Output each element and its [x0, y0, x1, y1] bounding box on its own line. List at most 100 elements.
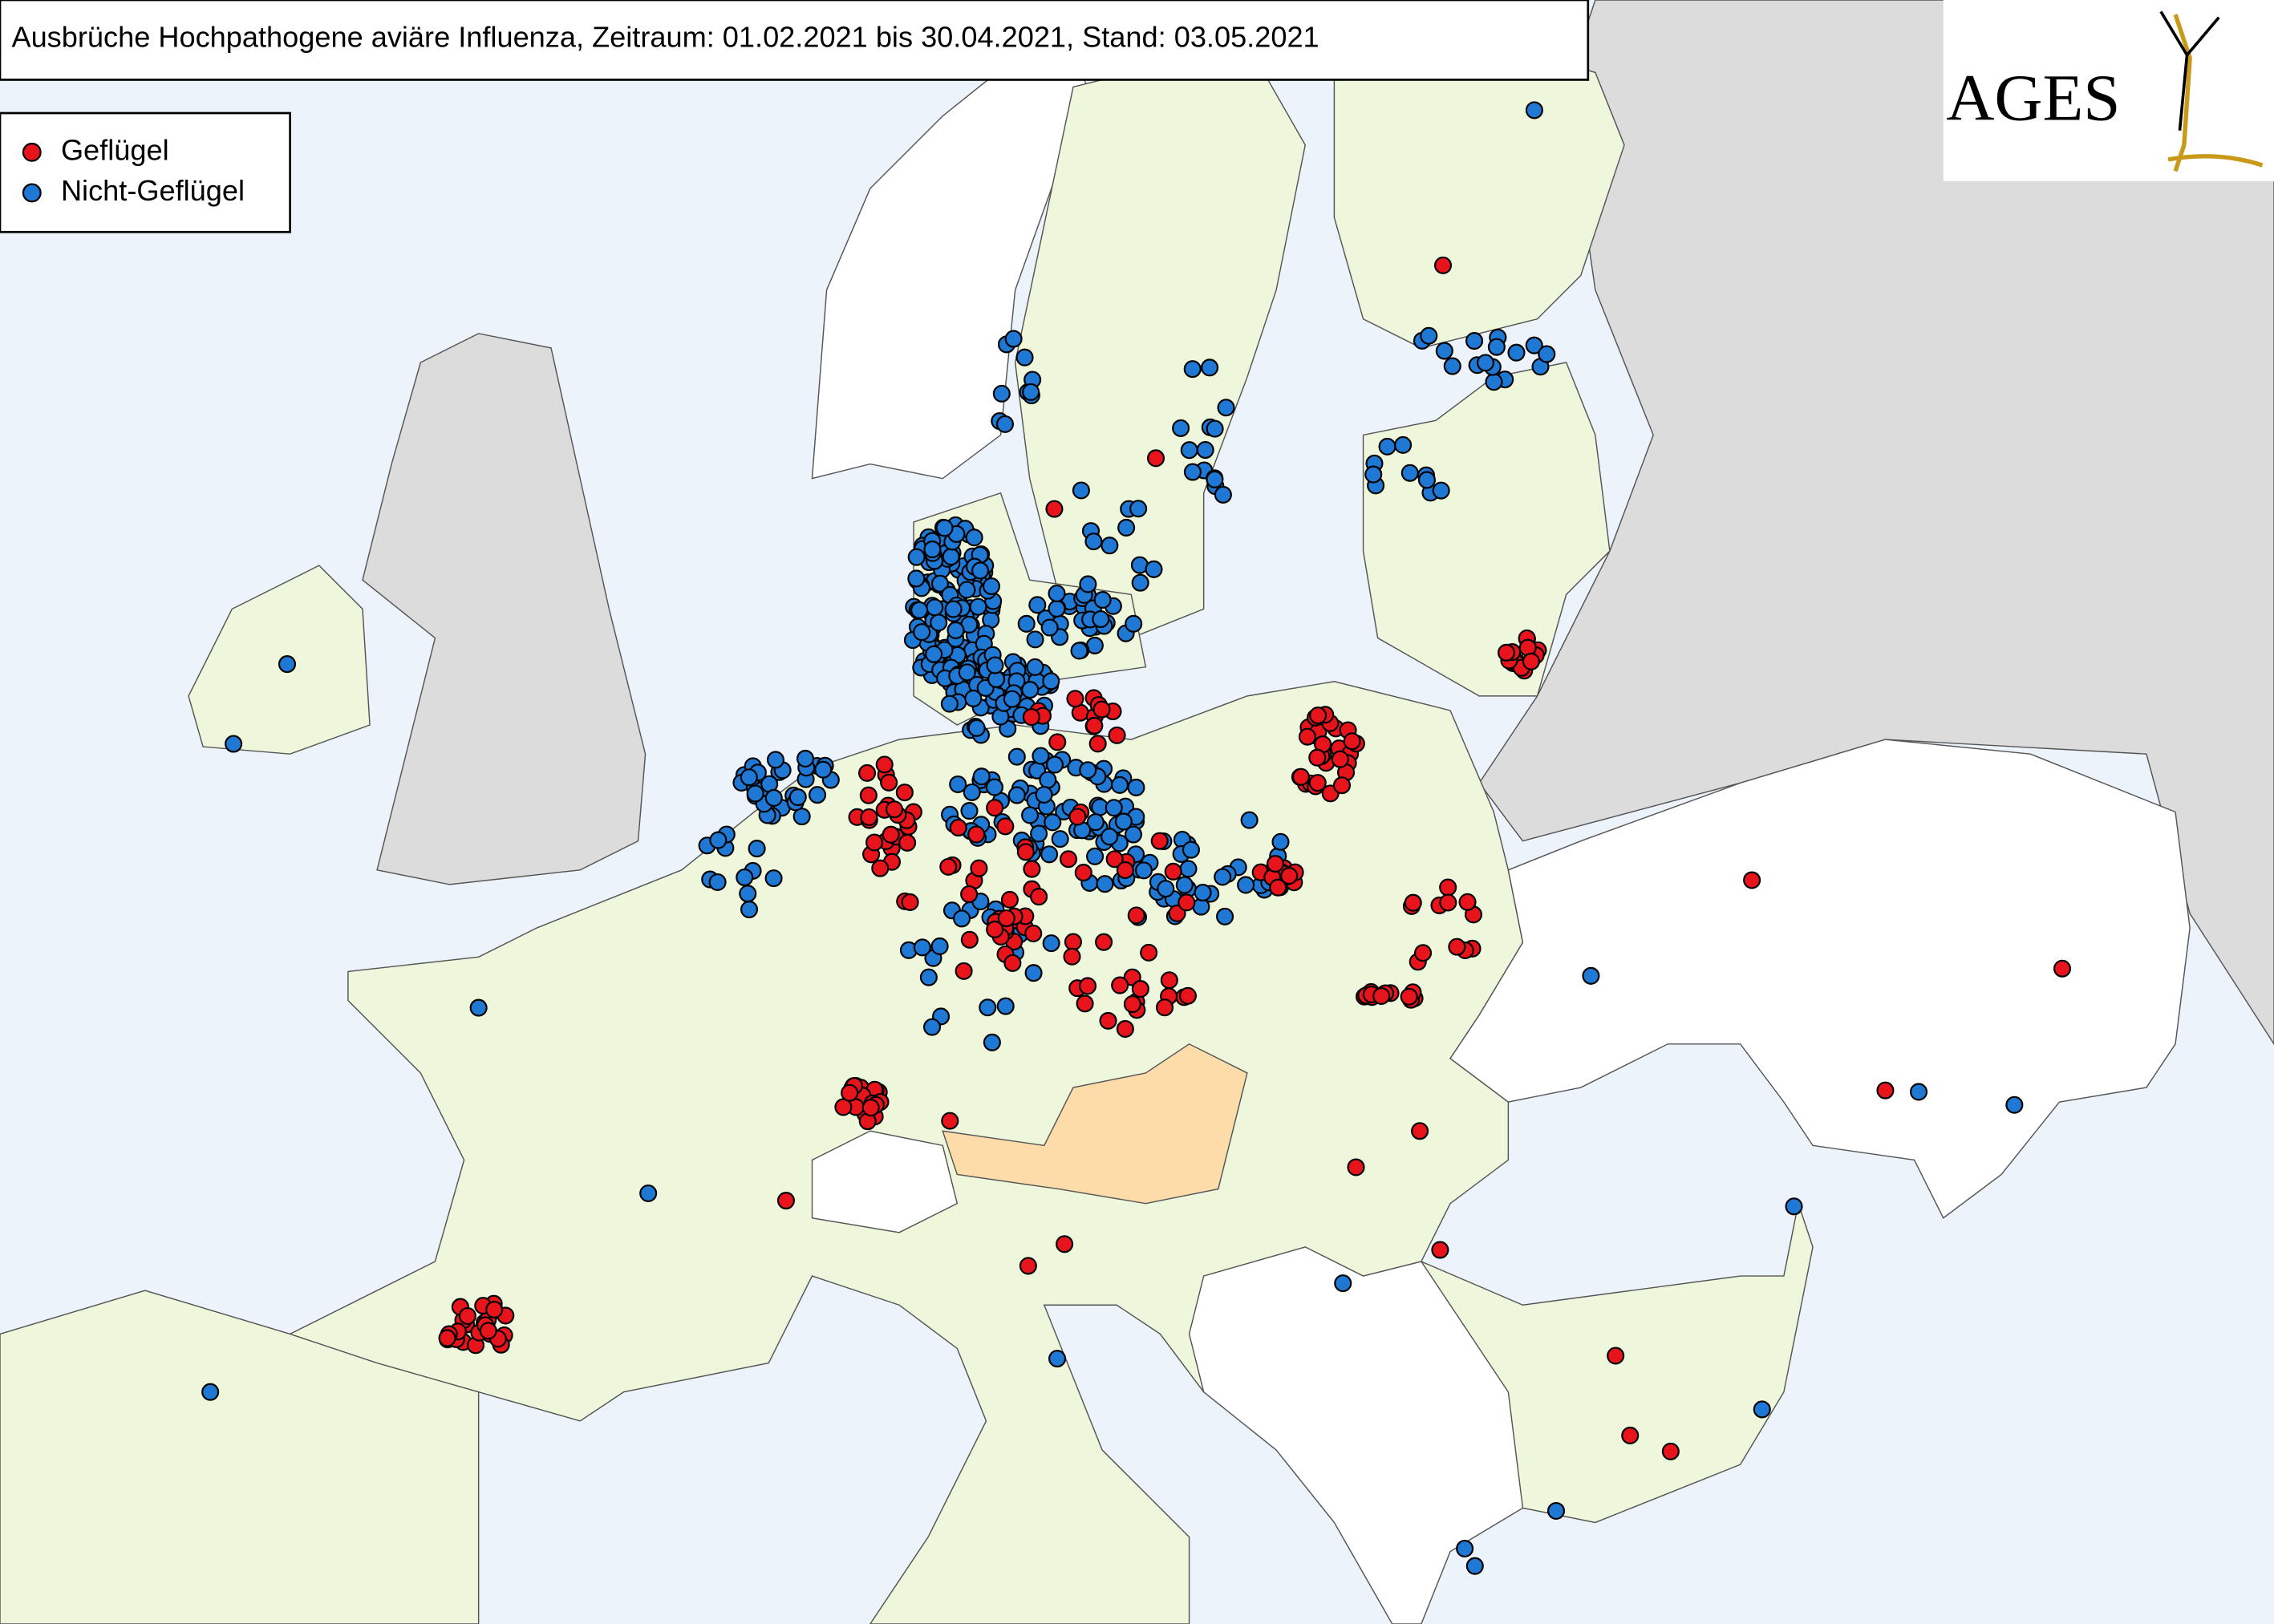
non-poultry-outbreak [1183, 360, 1202, 379]
non-poultry-outbreak [764, 788, 783, 807]
poultry-outbreak [1178, 893, 1196, 912]
poultry-outbreak [997, 909, 1015, 928]
poultry-outbreak [1269, 878, 1287, 897]
non-poultry-outbreak [953, 909, 971, 928]
non-poultry-outbreak [1117, 518, 1136, 537]
legend-label: Geflügel [61, 133, 169, 166]
poultry-outbreak [1308, 774, 1327, 792]
non-poultry-outbreak [1476, 354, 1495, 372]
poultry-outbreak [1059, 850, 1078, 869]
non-poultry-outbreak [1182, 840, 1200, 859]
non-poultry-outbreak [1271, 832, 1290, 851]
legend-marker [22, 142, 42, 162]
poultry-outbreak [955, 962, 973, 980]
poultry-outbreak [458, 1306, 476, 1326]
poultry-outbreak [1063, 947, 1081, 966]
poultry-outbreak [1048, 733, 1067, 751]
non-poultry-outbreak [913, 938, 931, 957]
non-poultry-outbreak [796, 749, 815, 767]
non-poultry-outbreak [1101, 537, 1119, 555]
non-poultry-outbreak [1443, 357, 1461, 375]
poultry-outbreak [2053, 959, 2072, 978]
non-poultry-outbreak [808, 786, 827, 804]
poultry-outbreak [1030, 888, 1048, 906]
non-poultry-outbreak [910, 601, 929, 619]
non-poultry-outbreak [922, 1018, 942, 1036]
non-poultry-outbreak [1465, 332, 1484, 350]
poultry-outbreak [485, 1300, 504, 1319]
non-poultry-outbreak [740, 768, 758, 787]
non-poultry-outbreak [709, 831, 728, 849]
non-poultry-outbreak [923, 541, 942, 559]
non-poultry-outbreak [1194, 883, 1212, 902]
poultry-outbreak [1439, 893, 1457, 912]
non-poultry-outbreak [1172, 419, 1190, 437]
poultry-outbreak [1076, 994, 1094, 1013]
legend-box [0, 111, 291, 233]
poultry-outbreak [841, 1083, 859, 1102]
non-poultry-outbreak [2005, 1095, 2024, 1114]
non-poultry-outbreak [1145, 560, 1163, 578]
poultry-outbreak [861, 1099, 880, 1117]
poultry-outbreak [1108, 726, 1126, 744]
non-poultry-outbreak [1092, 610, 1110, 629]
non-poultry-outbreak [930, 937, 949, 955]
non-poultry-outbreak [1125, 614, 1143, 633]
non-poultry-outbreak [907, 548, 926, 566]
poultry-outbreak [1140, 943, 1158, 962]
non-poultry-outbreak [225, 735, 243, 753]
non-eu-grey [1478, 0, 2274, 1046]
poultry-outbreak [882, 825, 900, 844]
poultry-outbreak [1085, 716, 1104, 735]
poultry-outbreak [970, 859, 988, 877]
non-poultry-outbreak [1086, 813, 1105, 832]
poultry-outbreak [1078, 977, 1097, 995]
poultry-outbreak [1022, 708, 1040, 727]
poultry-outbreak [1056, 1235, 1074, 1253]
non-poultry-outbreak [940, 695, 959, 713]
non-poultry-outbreak [1070, 642, 1088, 660]
non-poultry-outbreak [1042, 672, 1060, 691]
non-poultry-outbreak [1026, 630, 1044, 649]
logo-figure [2167, 14, 2264, 172]
poultry-outbreak [895, 784, 914, 802]
switzerland [811, 1130, 959, 1233]
non-poultry-outbreak [1048, 584, 1066, 603]
non-poultry-outbreak [942, 548, 960, 566]
non-poultry-outbreak [1129, 500, 1148, 518]
non-poultry-outbreak [1910, 1083, 1928, 1101]
non-poultry-outbreak [996, 997, 1015, 1015]
poultry-outbreak [1372, 986, 1391, 1005]
poultry-outbreak [1045, 500, 1064, 518]
poultry-outbreak [960, 885, 979, 904]
poultry-outbreak [880, 773, 898, 792]
non-poultry-outbreak [746, 784, 764, 803]
non-poultry-outbreak [739, 885, 757, 903]
non-poultry-outbreak [1183, 463, 1202, 481]
non-poultry-outbreak [995, 415, 1014, 433]
non-poultry-outbreak [1101, 828, 1119, 846]
poultry-outbreak [901, 893, 919, 911]
poultry-outbreak [875, 755, 894, 774]
non-poultry-outbreak [740, 900, 759, 919]
poultry-outbreak [1497, 643, 1516, 662]
poultry-outbreak [1164, 862, 1182, 881]
non-poultry-outbreak [1024, 964, 1043, 982]
non-poultry-outbreak [1045, 755, 1064, 774]
non-poultry-outbreak [969, 597, 987, 616]
non-poultry-outbreak [1175, 876, 1194, 894]
poultry-outbreak [1092, 700, 1111, 719]
non-poultry-outbreak [985, 778, 1003, 796]
non-poultry-outbreak [930, 614, 948, 632]
non-poultry-outbreak [907, 569, 926, 588]
non-poultry-outbreak [1400, 464, 1419, 482]
non-poultry-outbreak [1334, 1274, 1352, 1293]
non-poultry-outbreak [972, 767, 991, 786]
non-poultry-outbreak [958, 581, 976, 599]
non-poultry-outbreak [979, 998, 997, 1017]
poultry-outbreak [1431, 1241, 1449, 1259]
non-poultry-outbreak [1017, 614, 1036, 633]
non-poultry-outbreak [748, 840, 766, 858]
non-poultry-outbreak [736, 869, 754, 887]
poultry-outbreak [1331, 750, 1349, 768]
